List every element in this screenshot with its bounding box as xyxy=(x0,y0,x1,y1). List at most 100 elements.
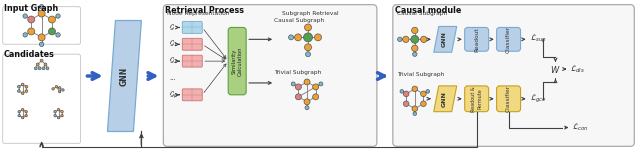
Text: $\mathcal{G}_2$: $\mathcal{G}_2$ xyxy=(170,56,178,66)
Text: Candidates: Candidates xyxy=(4,50,54,59)
Text: GNN: GNN xyxy=(442,91,447,107)
Circle shape xyxy=(61,114,63,117)
Text: $\mathcal{G}$: $\mathcal{G}$ xyxy=(170,22,175,32)
Polygon shape xyxy=(108,21,141,131)
Text: Input Graph: Input Graph xyxy=(4,4,58,13)
Text: Causal Subgraph: Causal Subgraph xyxy=(397,11,447,16)
FancyBboxPatch shape xyxy=(497,28,520,51)
Circle shape xyxy=(61,89,64,91)
Circle shape xyxy=(49,28,56,35)
Circle shape xyxy=(21,116,24,119)
FancyBboxPatch shape xyxy=(182,89,202,101)
Circle shape xyxy=(400,90,404,93)
Circle shape xyxy=(17,85,20,88)
Text: Trivial Subgraph: Trivial Subgraph xyxy=(397,72,444,77)
Circle shape xyxy=(55,86,58,88)
Text: Causal module: Causal module xyxy=(395,6,461,15)
Circle shape xyxy=(36,63,39,66)
Circle shape xyxy=(58,108,60,111)
FancyBboxPatch shape xyxy=(465,86,488,112)
Circle shape xyxy=(305,106,309,110)
Circle shape xyxy=(313,84,319,90)
Text: $W$: $W$ xyxy=(550,64,561,75)
Circle shape xyxy=(42,67,45,70)
Circle shape xyxy=(56,33,60,37)
Circle shape xyxy=(38,67,41,70)
Circle shape xyxy=(304,79,310,85)
Circle shape xyxy=(52,88,54,90)
Text: Classifier: Classifier xyxy=(506,85,511,112)
Circle shape xyxy=(38,34,45,41)
Circle shape xyxy=(313,94,319,100)
Circle shape xyxy=(46,67,49,70)
Circle shape xyxy=(412,86,417,92)
Circle shape xyxy=(303,33,312,42)
Circle shape xyxy=(38,10,45,17)
Text: $\mathcal{G}_1$: $\mathcal{G}_1$ xyxy=(170,39,178,49)
Circle shape xyxy=(23,33,28,37)
Circle shape xyxy=(319,82,323,86)
Circle shape xyxy=(397,37,402,41)
Circle shape xyxy=(289,35,294,40)
Circle shape xyxy=(413,52,417,56)
Circle shape xyxy=(412,106,417,111)
Circle shape xyxy=(305,52,310,57)
FancyBboxPatch shape xyxy=(182,55,202,67)
Text: $\mathcal{L}_{gce}$: $\mathcal{L}_{gce}$ xyxy=(529,93,547,105)
Circle shape xyxy=(296,84,301,90)
Circle shape xyxy=(411,35,419,43)
FancyBboxPatch shape xyxy=(497,86,520,112)
Circle shape xyxy=(304,99,310,105)
Circle shape xyxy=(35,67,37,70)
Circle shape xyxy=(56,14,60,18)
Circle shape xyxy=(412,27,418,34)
Circle shape xyxy=(44,63,47,66)
Circle shape xyxy=(25,85,28,88)
Circle shape xyxy=(413,112,417,115)
Text: Causal Subgraph: Causal Subgraph xyxy=(274,17,324,22)
Circle shape xyxy=(40,4,44,9)
Text: Node Representation: Node Representation xyxy=(167,11,230,16)
Circle shape xyxy=(58,90,61,93)
Circle shape xyxy=(49,16,56,23)
Text: Readout: Readout xyxy=(474,27,479,52)
Circle shape xyxy=(28,28,35,35)
Circle shape xyxy=(25,90,28,92)
Text: $\mathcal{G}_p$: $\mathcal{G}_p$ xyxy=(170,89,179,101)
FancyBboxPatch shape xyxy=(182,21,202,33)
Circle shape xyxy=(54,111,56,113)
Circle shape xyxy=(403,91,409,97)
Circle shape xyxy=(21,83,24,86)
Text: GNN: GNN xyxy=(442,31,447,47)
Circle shape xyxy=(18,114,20,117)
Circle shape xyxy=(21,108,24,111)
Text: Retrieval Process: Retrieval Process xyxy=(165,6,244,15)
Circle shape xyxy=(412,45,418,51)
FancyBboxPatch shape xyxy=(163,5,377,146)
Text: $\mathcal{L}_{sup}$: $\mathcal{L}_{sup}$ xyxy=(529,33,547,45)
FancyBboxPatch shape xyxy=(3,7,81,44)
FancyBboxPatch shape xyxy=(3,54,81,143)
Text: GNN: GNN xyxy=(120,66,129,86)
Circle shape xyxy=(61,111,63,113)
Text: Similarity
Calculation: Similarity Calculation xyxy=(232,46,243,76)
Text: $\mathcal{L}_{dis}$: $\mathcal{L}_{dis}$ xyxy=(570,63,586,75)
Circle shape xyxy=(403,101,409,107)
Circle shape xyxy=(420,36,427,43)
Text: ...: ... xyxy=(170,75,176,81)
Circle shape xyxy=(54,114,56,117)
Text: Trivial Subgraph: Trivial Subgraph xyxy=(274,70,321,75)
FancyBboxPatch shape xyxy=(182,38,202,50)
Circle shape xyxy=(296,94,301,100)
Circle shape xyxy=(305,44,312,51)
Circle shape xyxy=(58,87,61,89)
FancyBboxPatch shape xyxy=(465,28,488,51)
Circle shape xyxy=(291,82,295,86)
Circle shape xyxy=(21,92,24,95)
Circle shape xyxy=(294,34,301,41)
Circle shape xyxy=(25,111,28,113)
Circle shape xyxy=(420,91,426,97)
Circle shape xyxy=(17,90,20,92)
Text: Classifier: Classifier xyxy=(506,26,511,53)
Text: Subgraph Retrieval: Subgraph Retrieval xyxy=(282,11,339,16)
